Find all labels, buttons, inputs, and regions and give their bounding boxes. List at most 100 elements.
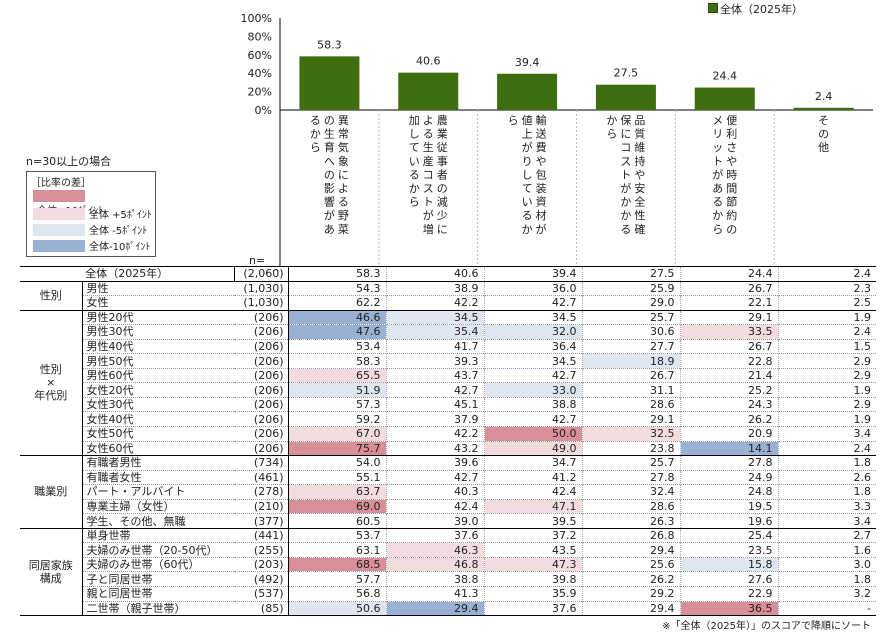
footnote: ※「全体（2025年）」のスコアで降順にソート — [662, 621, 871, 632]
cell-value: 15.8 — [680, 556, 779, 572]
row-n: (278) — [234, 484, 289, 500]
cell-value: 33.0 — [484, 382, 583, 398]
bar — [398, 72, 459, 110]
category-label: るから — [310, 114, 321, 154]
group-label: 性別 × 年代別 — [20, 309, 83, 457]
cell-value: 30.6 — [582, 324, 681, 340]
bar — [595, 84, 656, 110]
table-row: 職業別 有職者男性 (734) 54.0 39.6 34.7 25.7 27.8 1.8 — [20, 455, 876, 529]
cell-value: 41.7 — [386, 338, 485, 354]
category-label: 加しているから — [409, 114, 420, 209]
cell-value: 47.1 — [484, 498, 583, 514]
y-tick-label: 60% — [248, 49, 272, 62]
cell-value: 29.4 — [386, 600, 485, 617]
y-tick-label: 40% — [248, 67, 272, 80]
cell-value: 2.9 — [778, 353, 876, 369]
table-row: 同居家族 構成 単身世帯 (441) 53.7 37.6 37.2 26.8 25.4 2.7 — [20, 527, 876, 617]
series-legend: 全体（2025年） — [708, 1, 803, 17]
cell-value: 37.9 — [386, 411, 485, 427]
table-row: 専業主婦（女性） (210) 69.0 42.4 47.1 28.6 19.5 3.3 — [20, 498, 876, 514]
cell-value: 53.7 — [288, 527, 387, 543]
row-label: 親と同居世帯 — [82, 586, 234, 602]
row-n: (377) — [234, 513, 289, 529]
cell-value: 2.6 — [778, 469, 876, 485]
cell-value: 22.1 — [680, 295, 779, 311]
cell-value: 62.2 — [288, 295, 387, 311]
table-row: 性別 男性 (1,030) 54.3 38.9 36.0 25.9 26.7 2.3 — [20, 280, 876, 311]
table-row: 男性50代 (206) 58.3 39.3 34.5 18.9 22.8 2.9 — [20, 353, 876, 369]
cell-value: 38.8 — [386, 571, 485, 587]
bar — [793, 107, 854, 110]
table-row: 夫婦のみ世帯（20-50代） (255) 63.1 46.3 43.5 29.4 23.5 1… — [20, 542, 876, 558]
cell-value: 38.9 — [386, 280, 485, 296]
row-label: 女性 — [82, 295, 234, 311]
cell-value: 42.7 — [484, 295, 583, 311]
category-label: 値上がりしているか — [522, 114, 533, 236]
legend-label: 全体（2025年） — [720, 3, 803, 16]
row-n: (206) — [234, 440, 289, 456]
cell-value: 42.4 — [484, 484, 583, 500]
cell-value: 25.7 — [582, 455, 681, 471]
row-n: (210) — [234, 498, 289, 514]
row-label: 女性60代 — [82, 440, 234, 456]
diff-swatch — [33, 190, 85, 202]
crosstab-table: 全体（2025年） (2,060) 58.3 40.6 39.4 27.5 24.4 2.4 性… — [20, 266, 876, 617]
cell-value: 28.6 — [582, 498, 681, 514]
group-label-line: 職業別 — [34, 485, 68, 499]
cell-value: 42.7 — [484, 367, 583, 383]
row-n: (206) — [234, 309, 289, 325]
table-row: 男性40代 (206) 53.4 41.7 36.4 27.7 26.7 1.5 — [20, 338, 876, 354]
cell-value: 32.0 — [484, 324, 583, 340]
cell-value: 42.4 — [386, 498, 485, 514]
cell-value: 26.2 — [582, 571, 681, 587]
category-label: メリットがあるから — [712, 114, 723, 236]
cell-value: 38.8 — [484, 396, 583, 412]
table-row: 二世帯（親子世帯） (85) 50.6 29.4 37.6 29.4 36.5- — [20, 600, 876, 617]
row-label: 二世帯（親子世帯） — [82, 600, 234, 617]
cell-value: 25.6 — [582, 556, 681, 572]
cell-value: 21.4 — [680, 367, 779, 383]
cell-value: 31.1 — [582, 382, 681, 398]
cell-value: 42.2 — [386, 295, 485, 311]
cell-value: 45.1 — [386, 396, 485, 412]
row-label: 男性50代 — [82, 353, 234, 369]
cell-value: 29.1 — [582, 411, 681, 427]
cell-value: 3.2 — [778, 586, 876, 602]
cell-value: 2.4 — [778, 266, 876, 282]
legend-swatch — [708, 3, 718, 13]
diff-swatch — [33, 239, 85, 252]
category-label: 輸送費や包装資材が — [536, 113, 547, 236]
table-row: 女性60代 (206) 75.7 43.2 49.0 23.8 14.1 2.4 — [20, 440, 876, 456]
category-label: その他 — [818, 114, 829, 154]
bar-value-label: 58.3 — [317, 38, 342, 51]
cell-value: 2.9 — [778, 396, 876, 412]
row-label: 学生、その他、無職 — [82, 513, 234, 529]
diff-label: 全体 +5ﾎﾟｲﾝﾄ — [89, 210, 152, 221]
category-label: 品質維持や安全性確 — [634, 114, 645, 236]
cell-value: 42.7 — [386, 382, 485, 398]
cell-value: 49.0 — [484, 440, 583, 456]
table-row: 女性20代 (206) 51.9 42.7 33.0 31.1 25.2 1.9 — [20, 382, 876, 398]
row-label: 全体（2025年） — [20, 266, 235, 282]
cell-value: 39.4 — [484, 266, 583, 282]
cell-value: 50.6 — [288, 600, 387, 617]
cell-value: 46.8 — [386, 556, 485, 572]
cell-value: 35.9 — [484, 586, 583, 602]
cell-value: 27.6 — [680, 571, 779, 587]
diff-label: 全体-10ﾎﾟｲﾝﾄ — [89, 242, 151, 253]
cell-value: 46.6 — [288, 309, 387, 325]
cell-value: 39.8 — [484, 571, 583, 587]
y-tick-label: 0% — [255, 104, 272, 117]
cell-value: 25.9 — [582, 280, 681, 296]
cell-value: 24.4 — [680, 266, 779, 282]
cell-value: 42.2 — [386, 426, 485, 442]
cell-value: 24.9 — [680, 469, 779, 485]
row-label: 男性60代 — [82, 367, 234, 383]
row-n: (441) — [234, 527, 289, 543]
cell-value: 24.8 — [680, 484, 779, 500]
cell-value: 22.9 — [680, 586, 779, 602]
cell-value: 26.3 — [582, 513, 681, 529]
cell-value: 26.7 — [582, 367, 681, 383]
cell-value: 22.8 — [680, 353, 779, 369]
table-row: 性別 × 年代別 男性20代 (206) 46.6 34.5 34.5 25.7 29.1 1.9 — [20, 309, 876, 457]
